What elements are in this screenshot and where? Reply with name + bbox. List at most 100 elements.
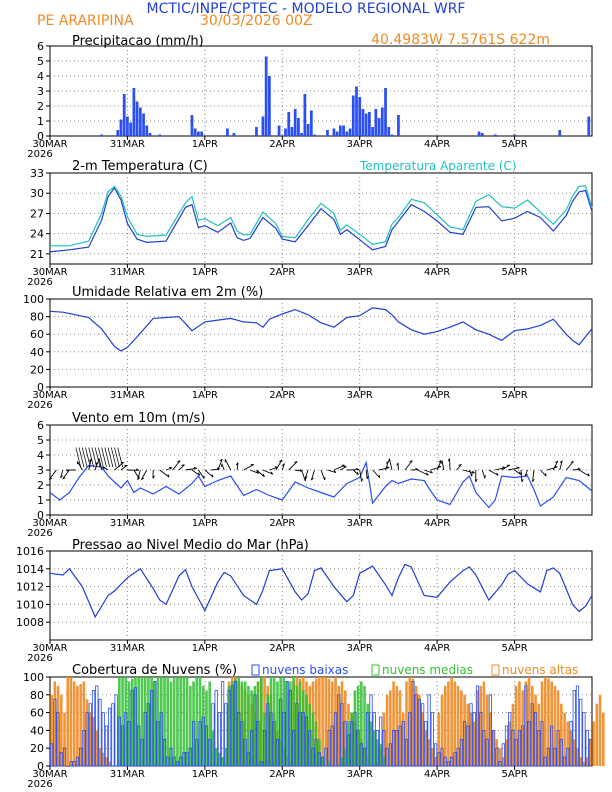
- cloud-low-bar: [201, 716, 205, 767]
- wind-arrowhead: [415, 467, 419, 471]
- wind-arrow: [102, 466, 109, 471]
- cloud-mid-bar: [356, 685, 360, 766]
- y-tick-label: 20: [30, 742, 44, 755]
- cloud-low-bar: [91, 689, 96, 767]
- precip-bar: [158, 134, 162, 136]
- cloud-high-bar: [518, 681, 521, 766]
- cloud-low-bar: [466, 725, 470, 767]
- y-tick-label: 0: [37, 760, 44, 773]
- cloud-low-bar: [391, 730, 396, 767]
- cloud-mid-bar: [179, 677, 182, 766]
- wind-hatch: [75, 447, 81, 468]
- wind-arrowhead: [447, 458, 450, 462]
- wind-arrowhead: [167, 474, 170, 478]
- cloud-high-bar: [479, 685, 483, 766]
- cloud-low-bar: [308, 730, 312, 767]
- precip-bar: [135, 101, 139, 136]
- wind-arrowhead: [304, 476, 308, 479]
- cloud-mid-bar: [201, 685, 205, 766]
- cloud-mid-bar: [256, 681, 260, 766]
- cloud-mid-bar: [127, 681, 131, 766]
- cloud-high-bar: [79, 684, 82, 766]
- cloud-high-bar: [321, 677, 324, 766]
- cloud-low-bar: [553, 747, 557, 767]
- cloud-low-bar: [508, 712, 512, 767]
- wind-arrow: [430, 466, 442, 471]
- cloud-mid-bar: [295, 685, 299, 766]
- cloud-low-bar: [98, 698, 102, 767]
- wind-arrowhead: [60, 475, 64, 478]
- cloud-low-bar: [488, 694, 492, 767]
- cloud-high-bar: [556, 690, 560, 766]
- cloud-high-bar: [489, 712, 492, 766]
- cloud-low-bar: [353, 712, 357, 767]
- cloud-mid-bar: [176, 677, 179, 766]
- wind-hatch: [98, 447, 104, 468]
- wind-arrowhead: [496, 472, 499, 476]
- wind-arrow: [60, 469, 64, 478]
- cloud-low-bar: [543, 756, 547, 767]
- cloud-mid-bar: [292, 677, 295, 766]
- y-tick-label: 0: [37, 509, 44, 522]
- wind-arrow: [165, 467, 173, 471]
- wind-arrowhead: [197, 472, 201, 476]
- cloud-low-bar: [504, 725, 509, 767]
- cloud-high-bar: [582, 761, 586, 766]
- wind-arrow: [524, 469, 528, 477]
- cloud-high-bar: [569, 730, 573, 766]
- series-line-2: [50, 185, 593, 247]
- wind-arrow: [256, 469, 265, 478]
- x-tick-label: 1APR: [192, 139, 218, 150]
- y-tick-label: 2: [37, 100, 44, 113]
- cloud-mid-bar: [253, 685, 257, 766]
- cloud-high-bar: [408, 677, 412, 766]
- cloud-low-bar: [269, 712, 273, 767]
- wind-arrow: [224, 459, 232, 471]
- cloud-low-bar: [304, 716, 309, 767]
- x-tick-label: 1APR: [192, 267, 218, 278]
- cloud-high-bar: [440, 694, 444, 766]
- cloud-low-bar: [240, 721, 244, 767]
- wind-arrowhead: [152, 475, 155, 479]
- y-tick-label: 1008: [16, 616, 44, 629]
- x-tick-label: 2APR: [269, 390, 295, 401]
- wind-hatch: [114, 447, 120, 468]
- precip-bar: [132, 88, 136, 136]
- cloud-low-bar: [362, 747, 367, 767]
- cloud-mid-bar: [208, 681, 212, 766]
- cloud-low-bar: [537, 730, 541, 767]
- cloud-mid-bar: [308, 703, 312, 766]
- cloud-high-bar: [337, 685, 341, 766]
- cloud-low-bar: [172, 756, 176, 767]
- cloud-low-bar: [101, 712, 105, 767]
- wind-arrowhead: [361, 478, 364, 482]
- cloud-mid-bar: [369, 721, 373, 766]
- wind-arrowhead: [279, 459, 283, 462]
- wind-arrowhead: [294, 461, 298, 463]
- cloud-low-bar: [575, 685, 580, 767]
- cloud-mid-bar: [243, 681, 247, 766]
- precip-bar: [493, 134, 497, 136]
- x-tick-label: 31MAR: [110, 139, 145, 150]
- cloud-low-bar: [75, 756, 80, 767]
- y-tick-label: 0: [37, 381, 44, 394]
- y-tick-label: 21: [30, 248, 44, 261]
- wind-arrow: [532, 469, 535, 482]
- wind-arrowhead: [355, 467, 360, 471]
- precip-bar: [255, 127, 258, 136]
- cloud-low-bar: [491, 730, 496, 767]
- wind-arrowhead: [219, 458, 223, 462]
- precip-bar: [351, 95, 355, 136]
- cloud-low-bar: [166, 756, 170, 767]
- cloud-high-bar: [550, 681, 553, 766]
- cloud-low-bar: [156, 721, 160, 767]
- y-tick-label: 60: [30, 707, 44, 720]
- cloud-high-bar: [324, 677, 328, 766]
- cloud-mid-bar: [285, 681, 289, 766]
- cloud-low-bar: [311, 747, 315, 767]
- cloud-high-bar: [421, 712, 424, 766]
- wind-arrow: [281, 463, 285, 471]
- wind-arrowhead: [62, 477, 66, 480]
- cloud-low-bar: [346, 734, 351, 767]
